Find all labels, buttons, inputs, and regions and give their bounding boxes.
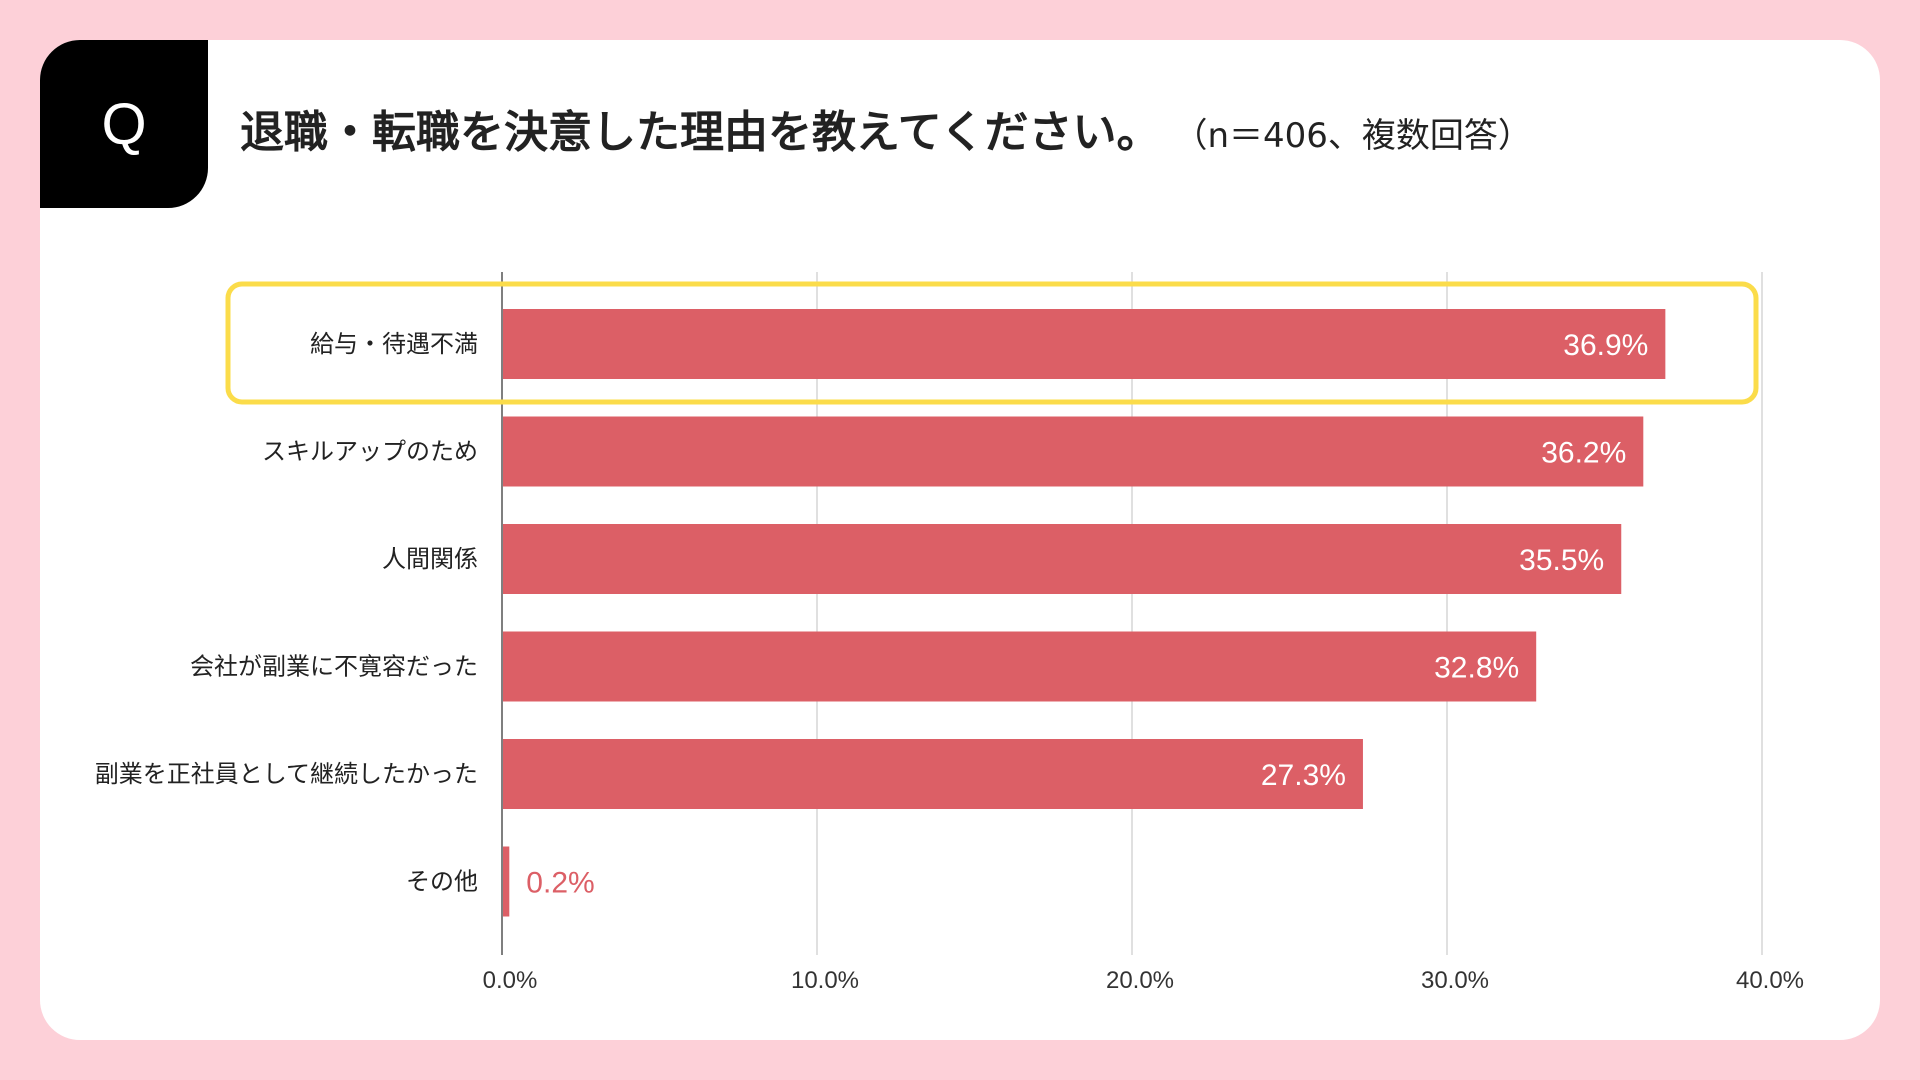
category-label: その他	[406, 868, 478, 896]
data-label: 35.5%	[1519, 544, 1604, 577]
x-tick-label: 20.0%	[1106, 967, 1174, 994]
data-label: 32.8%	[1434, 652, 1519, 685]
data-label: 36.9%	[1563, 329, 1648, 362]
data-label: 27.3%	[1261, 759, 1346, 792]
bar	[503, 631, 1537, 702]
data-label: 0.2%	[526, 867, 594, 900]
category-label: 副業を正社員として継続したかった	[95, 760, 478, 788]
x-tick-label: 40.0%	[1736, 967, 1804, 994]
page-title: 退職・転職を決意した理由を教えてください。 （n＝406、複数回答）	[240, 96, 1532, 160]
question-badge: Q	[40, 40, 208, 208]
bar	[503, 309, 1666, 379]
x-tick-label: 10.0%	[791, 967, 859, 994]
category-label: 会社が副業に不寛容だった	[190, 653, 478, 681]
title-subtitle: （n＝406、複数回答）	[1190, 116, 1532, 156]
data-label: 36.2%	[1541, 437, 1626, 470]
bar	[503, 846, 510, 917]
category-label: 給与・待遇不満	[310, 330, 478, 358]
x-tick-label: 30.0%	[1421, 967, 1489, 994]
category-label: スキルアップのため	[262, 438, 478, 466]
x-tick-label: 0.0%	[483, 967, 538, 994]
category-label: 人間関係	[382, 545, 478, 573]
highlight-box	[225, 281, 1759, 405]
bar	[503, 739, 1363, 809]
bar	[503, 524, 1622, 594]
bar	[503, 416, 1644, 487]
title-text: 退職・転職を決意した理由を教えてください。	[240, 107, 1161, 158]
